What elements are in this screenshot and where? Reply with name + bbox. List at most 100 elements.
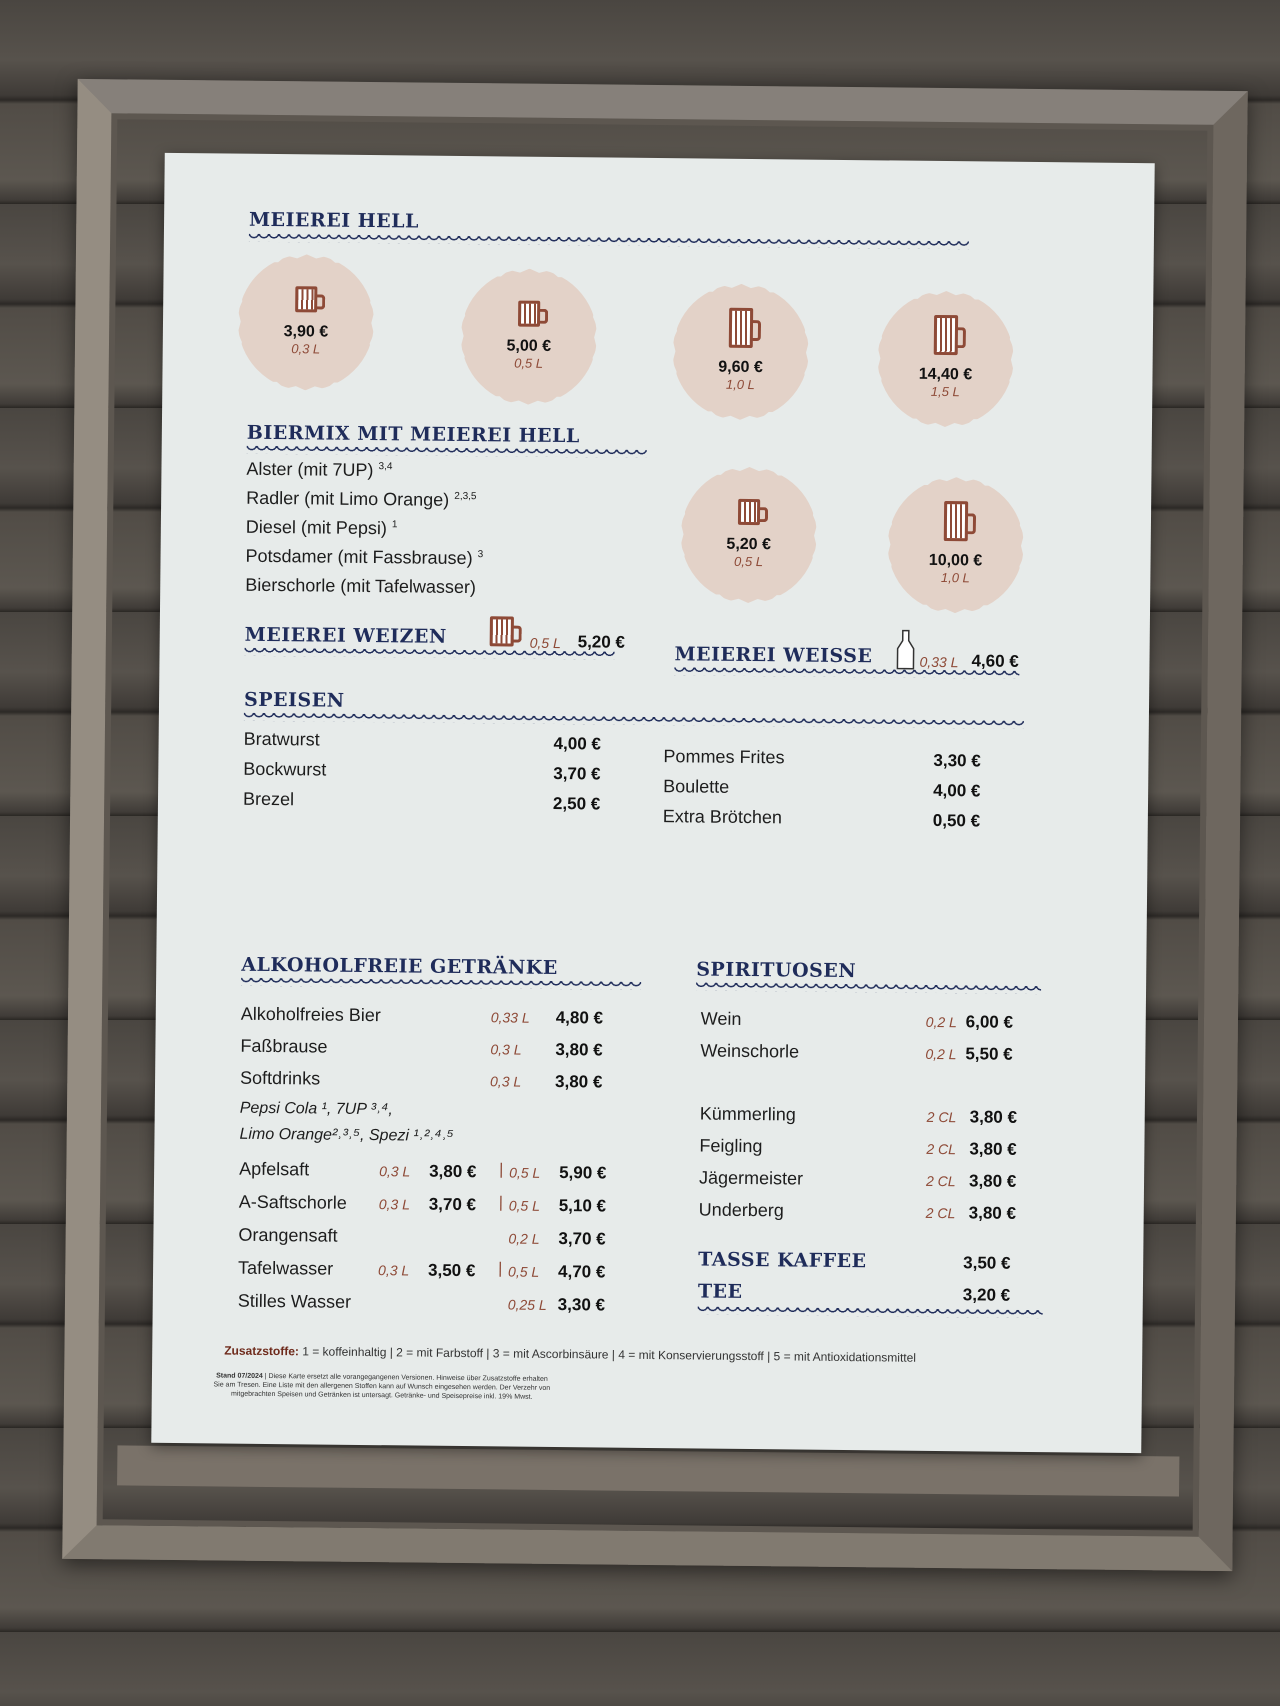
- food-item: Pommes Frites: [663, 746, 785, 768]
- spirit-item: Underberg: [698, 1199, 784, 1221]
- drink-item: Alkoholfreies Bier: [240, 1003, 381, 1026]
- beer-mug-icon: [295, 286, 317, 312]
- price-badge: 5,00 €0,5 L: [460, 268, 597, 405]
- spirit-item: Feigling: [699, 1135, 763, 1157]
- food-item: Extra Brötchen: [662, 806, 783, 828]
- spirit-item: Jägermeister: [698, 1167, 804, 1189]
- biermix-item: Alster (mit 7UP) 3,4: [246, 458, 393, 481]
- heading-weizen: MEIEREI WEIZEN: [244, 623, 447, 648]
- drink-price: 3,80 €: [554, 1071, 603, 1092]
- badge-price: 14,40 €: [918, 365, 973, 384]
- drink-price: 4,70 €: [557, 1262, 606, 1282]
- spirit-volume: 2 CL: [926, 1140, 957, 1158]
- heading-spirituosen: SPIRITUOSEN: [696, 958, 857, 983]
- heading-weisse: MEIEREI WEISSE: [674, 643, 873, 668]
- drink-volume: 0,33 L: [490, 1009, 530, 1026]
- drink-price: 3,50 €: [427, 1260, 476, 1281]
- badge-volume: 1,0 L: [940, 570, 970, 586]
- divider: |: [498, 1260, 503, 1278]
- spirit-volume: 0,2 L: [925, 1013, 957, 1031]
- wave-divider: [674, 667, 1020, 679]
- weisse-volume: 0,33 L: [919, 653, 959, 671]
- drink-price: 4,80 €: [555, 1007, 604, 1028]
- food-price: 4,00 €: [553, 733, 601, 754]
- badge-price: 10,00 €: [928, 551, 983, 570]
- softdrinks-list: Limo Orange²˒³˒⁵, Spezi ¹˒²˒⁴˒⁵: [239, 1125, 454, 1145]
- wave-divider: [696, 982, 1042, 995]
- badge-volume: 0,5 L: [733, 553, 764, 570]
- beer-mug-icon: [489, 616, 514, 647]
- badge-price: 3,90 €: [283, 323, 329, 341]
- weisse-price: 4,60 €: [971, 651, 1019, 671]
- spirit-item: Wein: [700, 1008, 742, 1029]
- food-price: 4,00 €: [933, 780, 981, 801]
- drink-item: Tafelwasser: [238, 1257, 334, 1279]
- drink-item: Apfelsaft: [239, 1158, 310, 1180]
- badge-volume: 1,5 L: [930, 383, 960, 400]
- drink-volume: 0,2 L: [508, 1230, 540, 1247]
- menu-board: MEIEREI HELL BIERMIX MIT MEIEREI HELL ME…: [151, 152, 1155, 1454]
- drink-volume: 0,3 L: [378, 1196, 411, 1213]
- spirit-price: 5,50 €: [965, 1044, 1013, 1064]
- food-price: 0,50 €: [932, 810, 981, 831]
- beer-mug-icon: [738, 499, 760, 525]
- price-badge: 14,40 €1,5 L: [877, 290, 1014, 427]
- badge-price: 5,20 €: [726, 535, 772, 554]
- spirit-item: Kümmerling: [699, 1103, 796, 1125]
- divider: |: [499, 1161, 504, 1179]
- wave-divider: [248, 233, 969, 250]
- price-badge: 9,60 €1,0 L: [672, 283, 809, 420]
- drink-price: 3,70 €: [428, 1194, 477, 1215]
- additives-legend: Zusatzstoffe: 1 = koffeinhaltig | 2 = mi…: [224, 1343, 917, 1365]
- heading-tee: TEE: [697, 1280, 743, 1303]
- drink-item: Faßbrause: [240, 1035, 328, 1057]
- biermix-item: Potsdamer (mit Fassbrause) 3: [245, 545, 484, 569]
- kaffee-price: 3,50 €: [963, 1253, 1011, 1273]
- food-item: Bockwurst: [243, 758, 327, 780]
- beer-mug-icon: [729, 308, 753, 348]
- food-item: Bratwurst: [243, 728, 320, 750]
- drink-price: 5,10 €: [558, 1196, 607, 1216]
- beer-mug-icon: [934, 315, 958, 355]
- badge-volume: 1,0 L: [725, 376, 755, 393]
- food-item: Brezel: [242, 788, 295, 810]
- bottle-icon: [896, 629, 915, 670]
- drink-item: Stilles Wasser: [237, 1290, 352, 1312]
- spirit-price: 3,80 €: [968, 1203, 1017, 1223]
- badge-price: 5,00 €: [506, 337, 552, 355]
- spirit-price: 3,80 €: [968, 1171, 1017, 1191]
- spirit-volume: 2 CL: [925, 1204, 956, 1222]
- food-price: 3,30 €: [933, 750, 981, 771]
- drink-price: 3,70 €: [558, 1229, 606, 1249]
- biermix-item: Diesel (mit Pepsi) 1: [245, 516, 398, 539]
- wave-divider: [697, 1306, 1043, 1319]
- biermix-item: Bierschorle (mit Tafelwasser): [245, 574, 477, 598]
- badge-price: 9,60 €: [718, 358, 763, 377]
- weizen-volume: 0,5 L: [529, 634, 561, 652]
- food-price: 2,50 €: [552, 793, 601, 814]
- spirit-volume: 2 CL: [926, 1108, 957, 1126]
- drink-volume: 0,3 L: [490, 1041, 522, 1058]
- spirit-volume: 2 CL: [925, 1172, 956, 1190]
- drink-item: A-Saftschorle: [238, 1191, 347, 1213]
- softdrinks-list: Pepsi Cola ¹, 7UP ³˒⁴,: [239, 1099, 393, 1119]
- heading-meierei-hell: MEIEREI HELL: [248, 208, 420, 233]
- drink-price: 3,80 €: [555, 1039, 603, 1060]
- spirit-price: 3,80 €: [969, 1107, 1018, 1127]
- food-price: 3,70 €: [553, 763, 601, 784]
- heading-alkoholfrei: ALKOHOLFREIE GETRÄNKE: [241, 953, 558, 980]
- wave-divider: [241, 977, 642, 990]
- weizen-price: 5,20 €: [577, 632, 626, 652]
- drink-volume: 0,5 L: [509, 1164, 541, 1181]
- heading-kaffee: TASSE KAFFEE: [698, 1248, 867, 1273]
- divider: |: [498, 1194, 504, 1212]
- beer-mug-icon: [518, 301, 540, 327]
- badge-volume: 0,3 L: [291, 341, 321, 357]
- drink-volume: 0,25 L: [507, 1296, 547, 1313]
- spirit-price: 6,00 €: [965, 1012, 1014, 1032]
- drink-price: 3,80 €: [429, 1161, 477, 1182]
- drink-price: 3,30 €: [557, 1295, 606, 1315]
- wave-divider: [246, 445, 647, 458]
- price-badge: 3,90 €0,3 L: [237, 254, 374, 391]
- heading-biermix: BIERMIX MIT MEIEREI HELL: [246, 421, 580, 448]
